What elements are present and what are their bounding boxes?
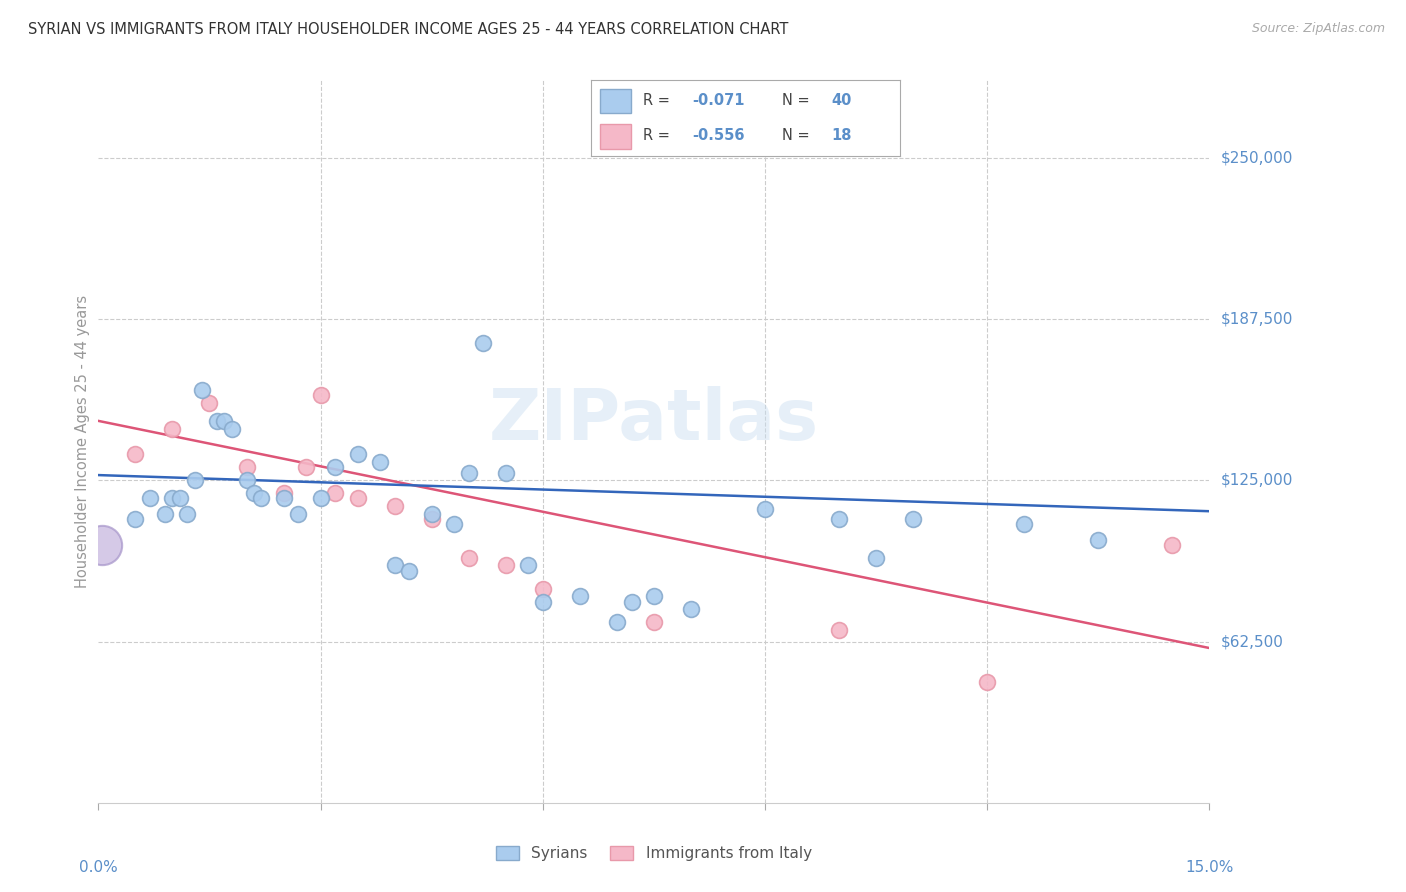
Point bbox=[368, 455, 391, 469]
Point bbox=[1161, 538, 1184, 552]
Point bbox=[420, 507, 443, 521]
Point bbox=[169, 491, 191, 506]
Point bbox=[139, 491, 162, 506]
Point bbox=[250, 491, 273, 506]
Point bbox=[273, 491, 295, 506]
Y-axis label: Householder Income Ages 25 - 44 years: Householder Income Ages 25 - 44 years bbox=[75, 295, 90, 588]
Point bbox=[176, 507, 198, 521]
Legend: Syrians, Immigrants from Italy: Syrians, Immigrants from Italy bbox=[489, 840, 818, 867]
Point bbox=[346, 491, 368, 506]
Point bbox=[384, 558, 406, 573]
Point bbox=[325, 460, 347, 475]
Point bbox=[1087, 533, 1109, 547]
Point bbox=[191, 383, 214, 397]
Point bbox=[309, 491, 332, 506]
Point bbox=[472, 336, 495, 351]
Text: $62,500: $62,500 bbox=[1220, 634, 1284, 649]
Text: R =: R = bbox=[643, 94, 671, 108]
Point bbox=[1012, 517, 1035, 532]
Point bbox=[457, 550, 479, 565]
Text: 15.0%: 15.0% bbox=[1185, 860, 1233, 874]
Point bbox=[124, 512, 146, 526]
Point bbox=[325, 486, 347, 500]
Point bbox=[235, 473, 257, 487]
Point bbox=[162, 422, 184, 436]
Point bbox=[495, 558, 517, 573]
Point bbox=[643, 590, 665, 604]
Text: Source: ZipAtlas.com: Source: ZipAtlas.com bbox=[1251, 22, 1385, 36]
Point bbox=[183, 473, 205, 487]
Point bbox=[221, 422, 243, 436]
Point bbox=[243, 486, 266, 500]
Text: R =: R = bbox=[643, 128, 671, 143]
Point bbox=[124, 447, 146, 461]
Point bbox=[865, 550, 887, 565]
Point bbox=[420, 512, 443, 526]
Text: N =: N = bbox=[782, 94, 810, 108]
Point bbox=[516, 558, 538, 573]
Point bbox=[273, 486, 295, 500]
Point bbox=[287, 507, 309, 521]
Point bbox=[568, 590, 591, 604]
Point bbox=[606, 615, 628, 630]
Text: N =: N = bbox=[782, 128, 810, 143]
Text: 18: 18 bbox=[832, 128, 852, 143]
Point bbox=[384, 499, 406, 513]
Point bbox=[91, 538, 114, 552]
Point bbox=[976, 674, 998, 689]
Point bbox=[398, 564, 420, 578]
Point bbox=[294, 460, 316, 475]
Point bbox=[205, 414, 228, 428]
Point bbox=[162, 491, 184, 506]
Text: $125,000: $125,000 bbox=[1220, 473, 1292, 488]
Point bbox=[443, 517, 465, 532]
Point bbox=[901, 512, 924, 526]
Point bbox=[754, 501, 776, 516]
Text: $250,000: $250,000 bbox=[1220, 150, 1292, 165]
Point bbox=[620, 594, 643, 608]
Point bbox=[828, 512, 851, 526]
Text: SYRIAN VS IMMIGRANTS FROM ITALY HOUSEHOLDER INCOME AGES 25 - 44 YEARS CORRELATIO: SYRIAN VS IMMIGRANTS FROM ITALY HOUSEHOL… bbox=[28, 22, 789, 37]
Point bbox=[235, 460, 257, 475]
Point bbox=[828, 623, 851, 637]
Text: 40: 40 bbox=[832, 94, 852, 108]
Text: -0.071: -0.071 bbox=[693, 94, 745, 108]
Text: -0.556: -0.556 bbox=[693, 128, 745, 143]
Point bbox=[457, 466, 479, 480]
Point bbox=[531, 582, 554, 596]
Text: 0.0%: 0.0% bbox=[79, 860, 118, 874]
Point bbox=[495, 466, 517, 480]
Point bbox=[346, 447, 368, 461]
Point bbox=[214, 414, 236, 428]
Point bbox=[531, 594, 554, 608]
Text: ZIPatlas: ZIPatlas bbox=[489, 386, 818, 456]
Point bbox=[309, 388, 332, 402]
FancyBboxPatch shape bbox=[600, 88, 631, 113]
Point bbox=[643, 615, 665, 630]
Point bbox=[153, 507, 176, 521]
Point bbox=[679, 602, 702, 616]
Point bbox=[198, 396, 221, 410]
Text: $187,500: $187,500 bbox=[1220, 311, 1292, 326]
FancyBboxPatch shape bbox=[600, 124, 631, 149]
